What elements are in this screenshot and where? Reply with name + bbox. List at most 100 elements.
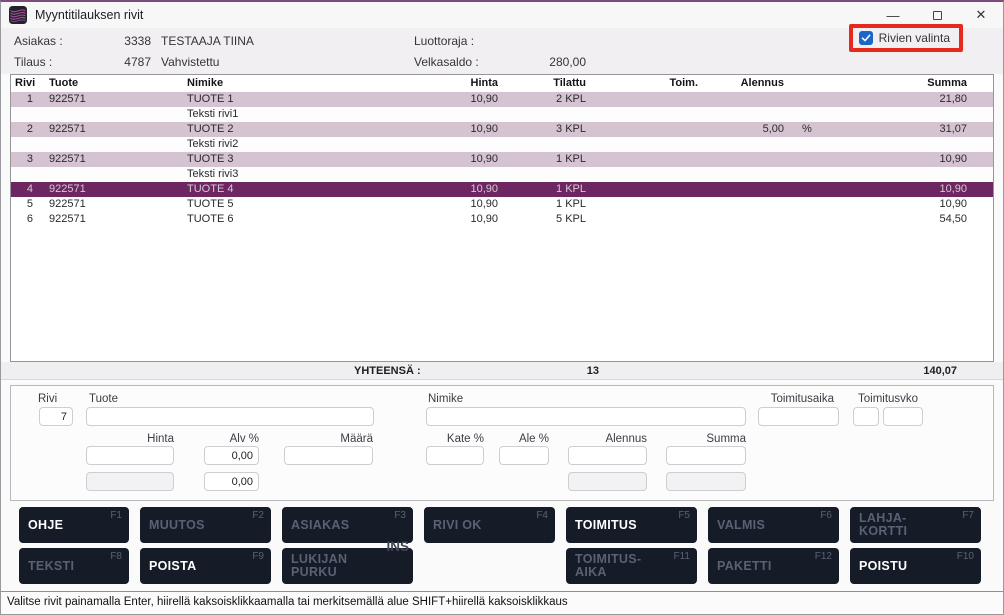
- cell-alennus-unit: %: [802, 123, 812, 135]
- cell-alennus: [706, 197, 784, 212]
- cell-alennus-unit: [784, 107, 819, 122]
- kate-field-label: Kate %: [446, 433, 484, 445]
- function-button[interactable]: TEKSTI F8: [19, 548, 129, 584]
- function-button-grid: OHJE F1 MUUTOS F2 ASIAKAS F3 RIVI OK F4: [19, 507, 994, 584]
- cell-alennus-unit: [784, 212, 819, 227]
- function-button[interactable]: TOIMITUS F5: [566, 507, 697, 543]
- function-button-label: MUUTOS: [149, 517, 205, 532]
- velkasaldo-value: 280,00: [549, 55, 586, 69]
- checkmark-icon: [861, 34, 871, 42]
- col-header-alennus-unit: [784, 75, 819, 92]
- toimitusaika-input[interactable]: [758, 407, 839, 426]
- kate-input[interactable]: [426, 446, 484, 465]
- maximize-icon: [932, 10, 942, 20]
- cell-alennus-unit: [784, 167, 819, 182]
- cell-hinta: 10,90: [470, 153, 498, 165]
- app-logo-icon: [9, 6, 27, 24]
- function-button[interactable]: OHJE F1: [19, 507, 129, 543]
- cell-summa: [819, 167, 993, 182]
- alv-secondary-input[interactable]: [204, 472, 259, 491]
- table-row[interactable]: 6 922571 TUOTE 6 10,90 5 KPL 54,50: [11, 212, 993, 227]
- table-row[interactable]: Teksti rivi2: [11, 137, 993, 152]
- summa-secondary-input[interactable]: [666, 472, 746, 491]
- cell-hinta: 10,90: [470, 198, 498, 210]
- cell-rivi: 5: [26, 198, 33, 210]
- cell-toim: [586, 137, 706, 152]
- cell-hinta: [411, 107, 498, 122]
- cell-toim: [586, 197, 706, 212]
- col-header-toim: Toim.: [669, 77, 698, 89]
- cell-hinta: [411, 167, 498, 182]
- title-bar: Myyntitilauksen rivit — ✕: [1, 2, 1003, 28]
- cell-nimike: TUOTE 6: [187, 213, 234, 225]
- cell-toim: [586, 152, 706, 167]
- nimike-field-label: Nimike: [428, 393, 464, 405]
- function-key-label: F4: [536, 510, 548, 521]
- toimitusvko-field-label: Toimitusvko: [858, 393, 919, 405]
- function-button[interactable]: TOIMITUS- AIKA F11: [566, 548, 697, 584]
- cell-alennus: [706, 182, 784, 197]
- cell-tuote: 922571: [49, 198, 86, 210]
- table-row[interactable]: 3 922571 TUOTE 3 10,90 1 KPL 10,90: [11, 152, 993, 167]
- toimitusaika-field-label: Toimitusaika: [770, 393, 834, 405]
- velkasaldo-label: Velkasaldo :: [414, 55, 479, 69]
- col-header-nimike: Nimike: [187, 77, 224, 89]
- table-row[interactable]: 1 922571 TUOTE 1 10,90 2 KPL 21,80: [11, 92, 993, 107]
- hinta-secondary-input[interactable]: [86, 472, 174, 491]
- maara-input[interactable]: [284, 446, 373, 465]
- toimitusvko-input-1[interactable]: [853, 407, 879, 426]
- function-button[interactable]: POISTU F10: [850, 548, 981, 584]
- function-key-label: F12: [814, 551, 832, 562]
- function-button-label: OHJE: [28, 517, 64, 532]
- function-button[interactable]: ASIAKAS F3: [282, 507, 413, 543]
- hinta-field-label: Hinta: [147, 433, 174, 445]
- function-button-label: RIVI OK: [433, 517, 482, 532]
- cell-nimike: TUOTE 1: [187, 93, 234, 105]
- table-row[interactable]: 5 922571 TUOTE 5 10,90 1 KPL 10,90: [11, 197, 993, 212]
- table-row[interactable]: 2 922571 TUOTE 2 10,90 3 KPL 5,00 % 31,0…: [11, 122, 993, 137]
- ale-input[interactable]: [499, 446, 549, 465]
- cell-hinta: 10,90: [470, 213, 498, 225]
- table-header-row: Rivi Tuote Nimike Hinta Tilattu Toim. Al…: [11, 75, 993, 92]
- cell-rivi: 6: [26, 213, 33, 225]
- cell-alennus-unit: [784, 152, 819, 167]
- close-button[interactable]: ✕: [975, 7, 987, 22]
- table-body: 1 922571 TUOTE 1 10,90 2 KPL 21,80 Tekst…: [11, 92, 993, 227]
- function-button[interactable]: RIVI OK F4: [424, 507, 555, 543]
- alennus-input[interactable]: [568, 446, 647, 465]
- cell-alennus-unit: [784, 182, 819, 197]
- window-title: Myyntitilauksen rivit: [35, 8, 144, 22]
- nimike-input[interactable]: [426, 407, 746, 426]
- hinta-input[interactable]: [86, 446, 174, 465]
- toimitusvko-input-2[interactable]: [883, 407, 923, 426]
- cell-summa: 10,90: [939, 183, 967, 195]
- summa-input[interactable]: [666, 446, 746, 465]
- alv-input[interactable]: [204, 446, 259, 465]
- function-button[interactable]: LAHJA- KORTTI F7: [850, 507, 981, 543]
- table-row[interactable]: 4 922571 TUOTE 4 10,90 1 KPL 10,90: [11, 182, 993, 197]
- cell-tuote: [39, 137, 177, 152]
- cell-toim: [586, 212, 706, 227]
- rivi-input[interactable]: [39, 407, 73, 426]
- function-key-label: F6: [820, 510, 832, 521]
- function-button[interactable]: MUUTOS F2: [140, 507, 271, 543]
- maximize-button[interactable]: [915, 2, 959, 28]
- function-button[interactable]: PAKETTI F12: [708, 548, 839, 584]
- table-row[interactable]: Teksti rivi3: [11, 167, 993, 182]
- cell-tilattu: 1 KPL: [556, 198, 586, 210]
- cell-toim: [586, 182, 706, 197]
- function-button[interactable]: VALMIS F6: [708, 507, 839, 543]
- col-header-alennus: Alennus: [740, 77, 784, 89]
- function-key-label: F1: [110, 510, 122, 521]
- tuote-input[interactable]: [86, 407, 374, 426]
- table-row[interactable]: Teksti rivi1: [11, 107, 993, 122]
- function-button[interactable]: LUKIJAN PURKU INS: [282, 539, 413, 584]
- function-key-label: F2: [252, 510, 264, 521]
- rivien-valinta-checkbox[interactable]: [858, 31, 873, 45]
- function-key-label: F9: [252, 551, 264, 562]
- minimize-button[interactable]: —: [886, 7, 900, 23]
- cell-rivi: 3: [26, 153, 33, 165]
- function-button[interactable]: POISTA F9: [140, 548, 271, 584]
- summa-field-label: Summa: [706, 433, 746, 445]
- alennus-secondary-input[interactable]: [568, 472, 647, 491]
